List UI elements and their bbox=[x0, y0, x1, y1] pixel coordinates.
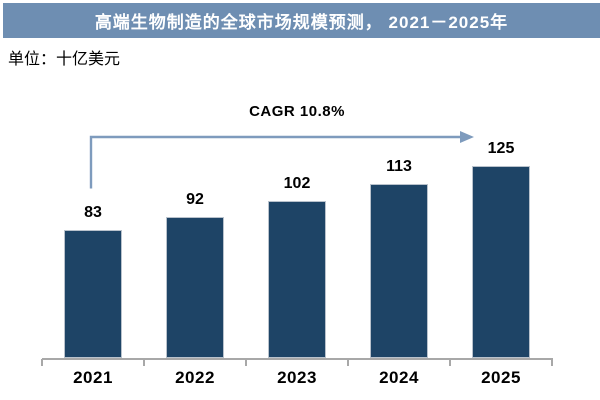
x-axis-label-2023: 2023 bbox=[277, 368, 317, 387]
bar-2025 bbox=[472, 166, 530, 358]
chart-title: 高端生物制造的全球市场规模预测， 2021－2025年 bbox=[94, 13, 509, 32]
axis-tick bbox=[41, 359, 43, 366]
cagr-label: CAGR 10.8% bbox=[249, 103, 345, 120]
axis-tick bbox=[347, 359, 349, 366]
bar-2023 bbox=[268, 201, 326, 358]
bar-2022 bbox=[166, 217, 224, 358]
bar-value-label-2024: 113 bbox=[386, 158, 412, 175]
bar-2024 bbox=[370, 184, 428, 358]
x-axis-label-2025: 2025 bbox=[481, 368, 521, 387]
axis-tick bbox=[449, 359, 451, 366]
axis-tick bbox=[143, 359, 145, 366]
bar-value-label-2023: 102 bbox=[283, 175, 311, 192]
bar-value-label-2021: 83 bbox=[84, 204, 102, 221]
x-axis-label-2021: 2021 bbox=[73, 368, 113, 387]
bar-value-label-2025: 125 bbox=[487, 140, 515, 157]
x-axis-label-2022: 2022 bbox=[175, 368, 215, 387]
axis-tick bbox=[245, 359, 247, 366]
bar-value-label-2022: 92 bbox=[186, 191, 204, 208]
unit-label: 单位：十亿美元 bbox=[8, 51, 121, 68]
axis-tick bbox=[551, 359, 553, 366]
bar-2021 bbox=[64, 230, 122, 358]
x-axis-line bbox=[42, 358, 553, 360]
title-bar: 高端生物制造的全球市场规模预测， 2021－2025年 bbox=[3, 3, 600, 38]
x-axis-label-2024: 2024 bbox=[379, 368, 419, 387]
